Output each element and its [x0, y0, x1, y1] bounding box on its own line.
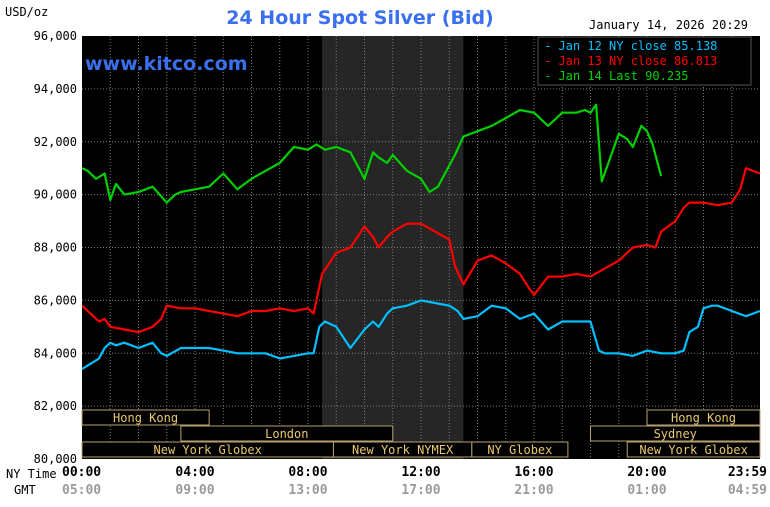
y-tick-label: 94,000 [34, 82, 77, 96]
session-label: Hong Kong [113, 411, 178, 425]
y-tick-label: 92,000 [34, 135, 77, 149]
x-tick-label-gmt: 05:00 [62, 483, 101, 498]
x-axis-gmt-label: GMT [14, 483, 36, 497]
y-tick-label: 96,000 [34, 29, 77, 43]
x-tick-label-ny: 00:00 [62, 465, 101, 480]
y-tick-label: 84,000 [34, 346, 77, 360]
series-layer [82, 103, 760, 371]
session-label: NY Globex [487, 443, 552, 457]
x-tick-label-gmt: 17:00 [401, 483, 440, 498]
session-label: Hong Kong [671, 411, 736, 425]
y-axis-label: USD/oz [5, 5, 48, 19]
series-line [82, 167, 760, 334]
session-box [626, 441, 761, 458]
y-tick-label: 82,000 [34, 399, 77, 413]
legend-entry: - Jan 14 Last 90.235 [544, 69, 689, 83]
x-tick-label-gmt: 21:00 [514, 483, 553, 498]
y-tick-label: 88,000 [34, 241, 77, 255]
session-box [646, 409, 761, 426]
watermark: www.kitco.com [85, 53, 248, 75]
x-tick-label-ny: 04:00 [175, 465, 214, 480]
y-axis: 96,000 94,000 92,000 90,000 88,000 86,000 84,0… [34, 29, 77, 466]
legend-entry: - Jan 13 NY close 86.813 [544, 54, 717, 68]
legend: - Jan 12 NY close 85.138- Jan 13 NY clos… [537, 36, 752, 86]
x-tick-label-ny: 08:00 [288, 465, 327, 480]
y-tick-label: 86,000 [34, 293, 77, 307]
x-axis-ny-label: NY Time [6, 467, 57, 481]
series-line [82, 103, 663, 204]
x-axis: NY Time GMT 00:00 05:00 04:00 09:00 08:00 13:… [6, 465, 767, 498]
x-tick-label-gmt: 13:00 [288, 483, 327, 498]
session-label: New York NYMEX [352, 443, 454, 457]
session-box [180, 425, 394, 442]
session-label: New York Globex [154, 443, 262, 457]
session-box [81, 409, 210, 426]
legend-entry: - Jan 12 NY close 85.138 [544, 39, 717, 53]
chart-title: 24 Hour Spot Silver (Bid) [226, 7, 493, 29]
x-tick-label-ny: 20:00 [627, 465, 666, 480]
x-tick-label-gmt: 01:00 [627, 483, 666, 498]
x-tick-label-ny: 23:59 [728, 465, 767, 480]
legend-box [537, 36, 752, 86]
x-tick-label-ny: 16:00 [514, 465, 553, 480]
x-tick-label-ny: 12:00 [401, 465, 440, 480]
trading-sessions: Hong Kong Hong Kong London Sydney New York G… [81, 409, 761, 458]
session-label: London [265, 427, 308, 441]
y-tick-label: 80,000 [34, 452, 77, 466]
session-box [471, 441, 569, 458]
grid-lines [82, 36, 760, 459]
x-tick-label-gmt: 09:00 [175, 483, 214, 498]
session-label: New York Globex [639, 443, 747, 457]
y-tick-label: 90,000 [34, 188, 77, 202]
date-label: January 14, 2026 20:29 [589, 18, 748, 32]
session-label: Sydney [654, 427, 697, 441]
x-tick-label-gmt: 04:59 [728, 483, 767, 498]
session-box [590, 425, 761, 442]
series-line [82, 299, 760, 371]
